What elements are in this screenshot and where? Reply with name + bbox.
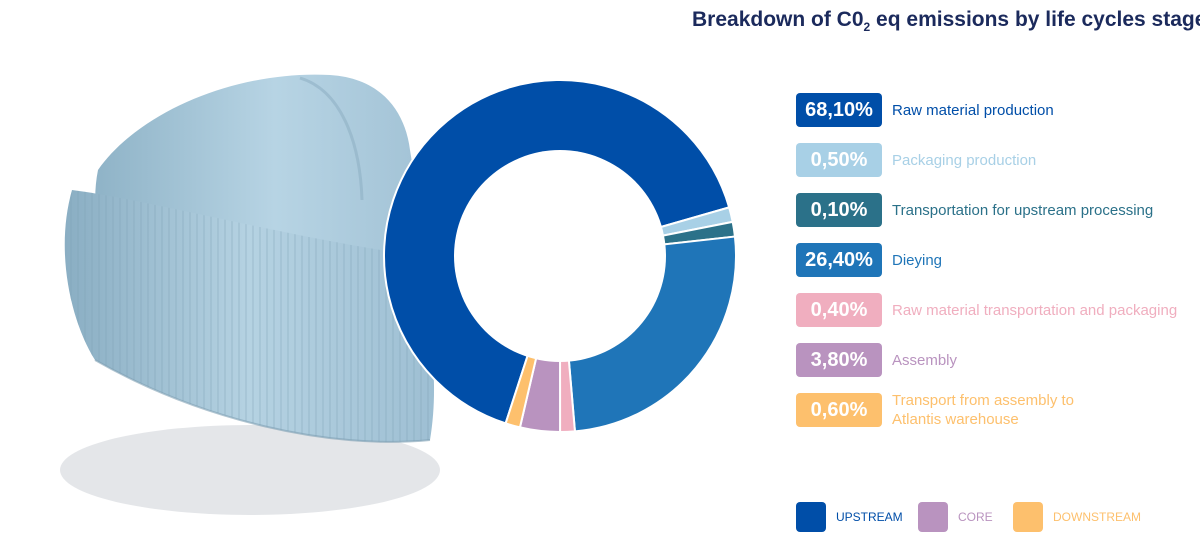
group-swatch: [796, 502, 826, 532]
legend-label: Packaging production: [892, 151, 1037, 169]
legend-label: Raw material transportation and packagin…: [892, 301, 1178, 319]
legend-value-badge: 68,10%: [796, 93, 882, 127]
legend-value-badge: 0,50%: [796, 143, 882, 177]
group-legend-item: UPSTREAM: [796, 500, 903, 534]
beanie-image: [60, 74, 440, 515]
chart-title: Breakdown of C02 eq emissions by life cy…: [692, 8, 1200, 34]
group-label: UPSTREAM: [836, 510, 903, 524]
donut-chart: [383, 79, 737, 434]
legend-label: Transportation for upstream processing: [892, 201, 1154, 219]
group-legend-item: DOWNSTREAM: [1013, 500, 1141, 534]
legend-value-badge: 26,40%: [796, 243, 882, 277]
legend-label: Dieying: [892, 251, 943, 269]
legend-value-badge: 0,60%: [796, 393, 882, 427]
legend-item: 3,80% Assembly: [796, 343, 957, 377]
chart-title-subscript: 2: [863, 20, 871, 35]
group-legend-item: CORE: [918, 500, 993, 534]
legend-value-badge: 0,40%: [796, 293, 882, 327]
legend-value-badge: 3,80%: [796, 343, 882, 377]
legend-item: 0,10% Transportation for upstream process…: [796, 193, 1153, 227]
group-swatch: [1013, 502, 1043, 532]
legend-label: Assembly: [892, 351, 958, 369]
legend-label: Raw material production: [892, 101, 1054, 119]
chart-title-main: Breakdown of C0: [692, 8, 864, 31]
group-label: CORE: [958, 510, 993, 524]
legend-item: 26,40% Dieying: [796, 243, 942, 277]
legend-value-badge: 0,10%: [796, 193, 882, 227]
group-swatch: [918, 502, 948, 532]
legend-item: 68,10% Raw material production: [796, 93, 1054, 127]
legend-item: 0,60% Transport from assembly to Atlantis…: [796, 392, 1092, 428]
legend-label: Transport from assembly to Atlantis ware…: [892, 392, 1074, 428]
group-label: DOWNSTREAM: [1053, 510, 1141, 524]
chart-title-rest: eq emissions by life cycles stages: [870, 8, 1200, 31]
legend-item: 0,50% Packaging production: [796, 143, 1036, 177]
donut-hole: [454, 150, 666, 362]
legend-item: 0,40% Raw material transportation and pac…: [796, 293, 1177, 327]
